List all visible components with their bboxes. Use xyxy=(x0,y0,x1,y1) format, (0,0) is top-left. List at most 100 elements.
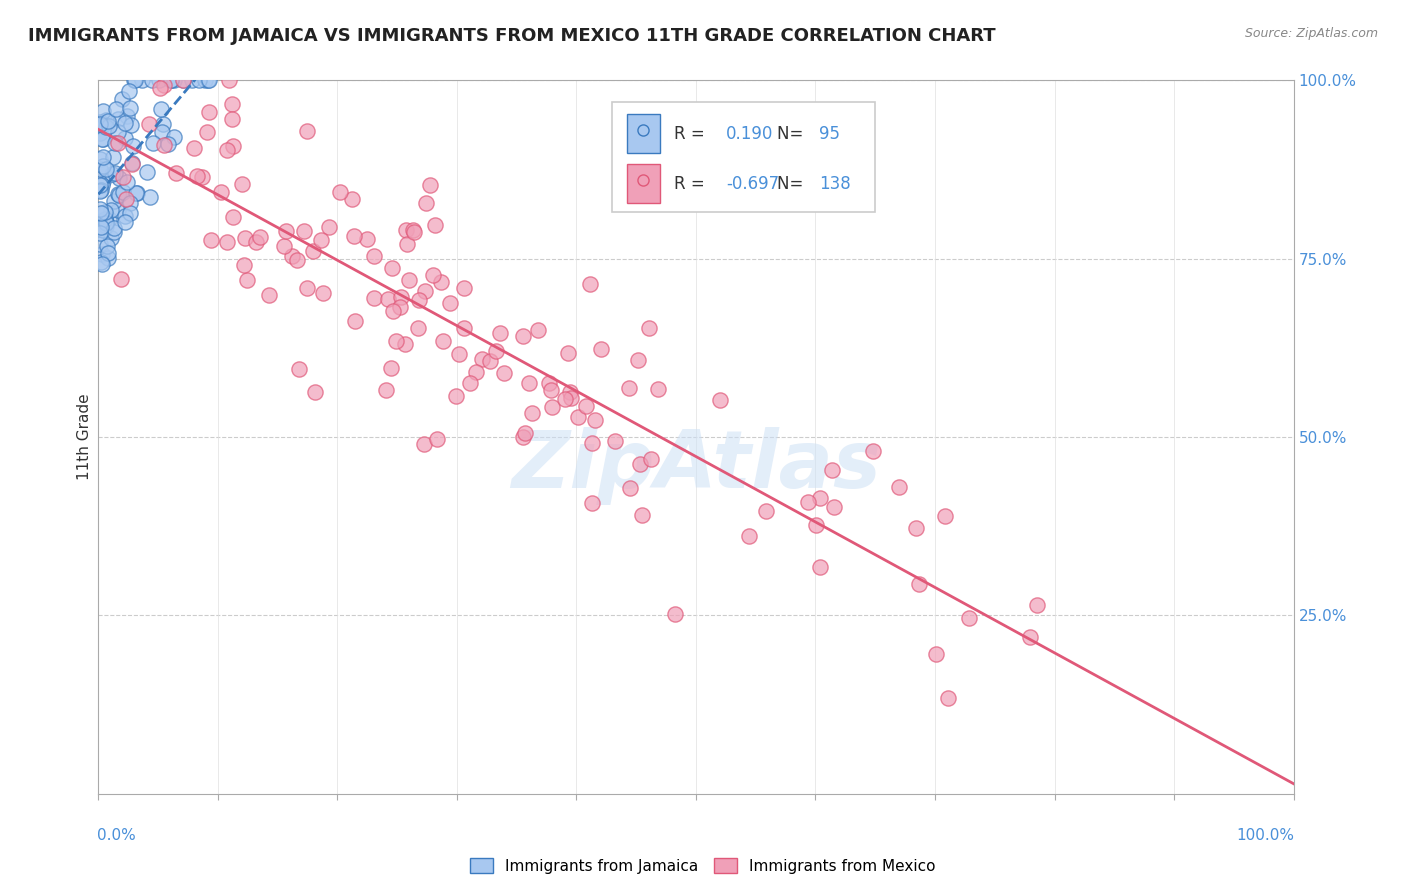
Point xyxy=(363,291,385,305)
Point xyxy=(105,102,128,116)
Point xyxy=(905,520,928,534)
Point xyxy=(97,245,120,260)
Point xyxy=(100,203,122,218)
FancyBboxPatch shape xyxy=(613,102,875,212)
Point xyxy=(120,196,142,211)
Point xyxy=(115,193,138,207)
Point xyxy=(627,352,650,367)
Point xyxy=(148,73,170,87)
Point xyxy=(554,392,576,406)
Point xyxy=(419,178,441,192)
Point xyxy=(363,249,385,263)
Point xyxy=(312,285,335,300)
Point xyxy=(114,215,136,229)
Point xyxy=(107,136,129,151)
Point xyxy=(808,559,831,574)
Point xyxy=(301,244,323,259)
Y-axis label: 11th Grade: 11th Grade xyxy=(77,393,91,481)
Point xyxy=(198,73,221,87)
Point xyxy=(90,254,112,268)
Point xyxy=(94,162,117,177)
Point xyxy=(245,235,267,250)
Point xyxy=(150,126,173,140)
Point xyxy=(91,214,114,228)
Point xyxy=(640,451,662,466)
Point xyxy=(149,81,172,95)
Point xyxy=(605,434,627,448)
Point xyxy=(343,314,366,328)
Point xyxy=(581,435,603,450)
Point xyxy=(96,113,118,128)
Point xyxy=(385,334,408,348)
Point xyxy=(567,410,589,425)
Point xyxy=(180,73,202,87)
Point xyxy=(285,252,308,267)
Point xyxy=(394,337,416,351)
Point xyxy=(619,481,641,495)
Point xyxy=(197,73,219,87)
Point xyxy=(107,187,129,202)
Point xyxy=(163,73,186,87)
Point xyxy=(806,517,828,532)
Point xyxy=(89,117,111,131)
Point xyxy=(1026,599,1049,613)
Point xyxy=(458,376,481,391)
Point xyxy=(398,273,420,287)
Point xyxy=(589,342,612,356)
Point xyxy=(709,393,731,408)
Point xyxy=(157,136,180,151)
Point xyxy=(231,177,253,191)
Point xyxy=(89,152,111,166)
Point xyxy=(538,376,561,390)
Point xyxy=(755,504,778,518)
Point xyxy=(195,125,218,139)
Point xyxy=(89,162,111,177)
Point xyxy=(823,500,845,515)
Point xyxy=(139,190,162,204)
Point xyxy=(557,345,579,359)
Point xyxy=(233,258,256,272)
Point xyxy=(172,73,194,87)
Point xyxy=(485,344,508,359)
Point xyxy=(464,364,486,378)
Point xyxy=(512,328,534,343)
Point xyxy=(107,203,129,218)
Point xyxy=(517,376,540,390)
Point xyxy=(91,174,114,188)
Point xyxy=(631,508,654,522)
Point xyxy=(423,218,446,232)
Point xyxy=(395,223,418,237)
Point xyxy=(236,273,259,287)
Point xyxy=(91,178,114,192)
Point xyxy=(218,73,240,87)
Point xyxy=(375,383,398,397)
Text: 95: 95 xyxy=(820,125,839,143)
Legend: Immigrants from Jamaica, Immigrants from Mexico: Immigrants from Jamaica, Immigrants from… xyxy=(464,852,942,880)
Point xyxy=(125,186,148,201)
Point xyxy=(91,132,114,146)
Point xyxy=(101,150,124,164)
Point xyxy=(512,429,534,443)
Point xyxy=(97,251,120,265)
Text: N=: N= xyxy=(778,175,808,193)
Point xyxy=(439,295,461,310)
Point xyxy=(426,432,449,446)
Point xyxy=(280,249,302,263)
Point xyxy=(395,236,418,251)
Point xyxy=(120,206,142,220)
Point xyxy=(121,156,143,170)
Point xyxy=(93,118,115,132)
Point xyxy=(114,131,136,145)
Point xyxy=(215,235,238,249)
Point xyxy=(429,275,451,289)
Point xyxy=(120,101,142,115)
Point xyxy=(107,171,129,186)
Point xyxy=(318,220,340,235)
Point xyxy=(194,73,217,87)
Point xyxy=(1019,630,1042,644)
Point xyxy=(647,382,669,396)
Point xyxy=(96,239,118,253)
Point xyxy=(135,165,157,179)
Point xyxy=(821,463,844,477)
Point xyxy=(422,268,444,283)
